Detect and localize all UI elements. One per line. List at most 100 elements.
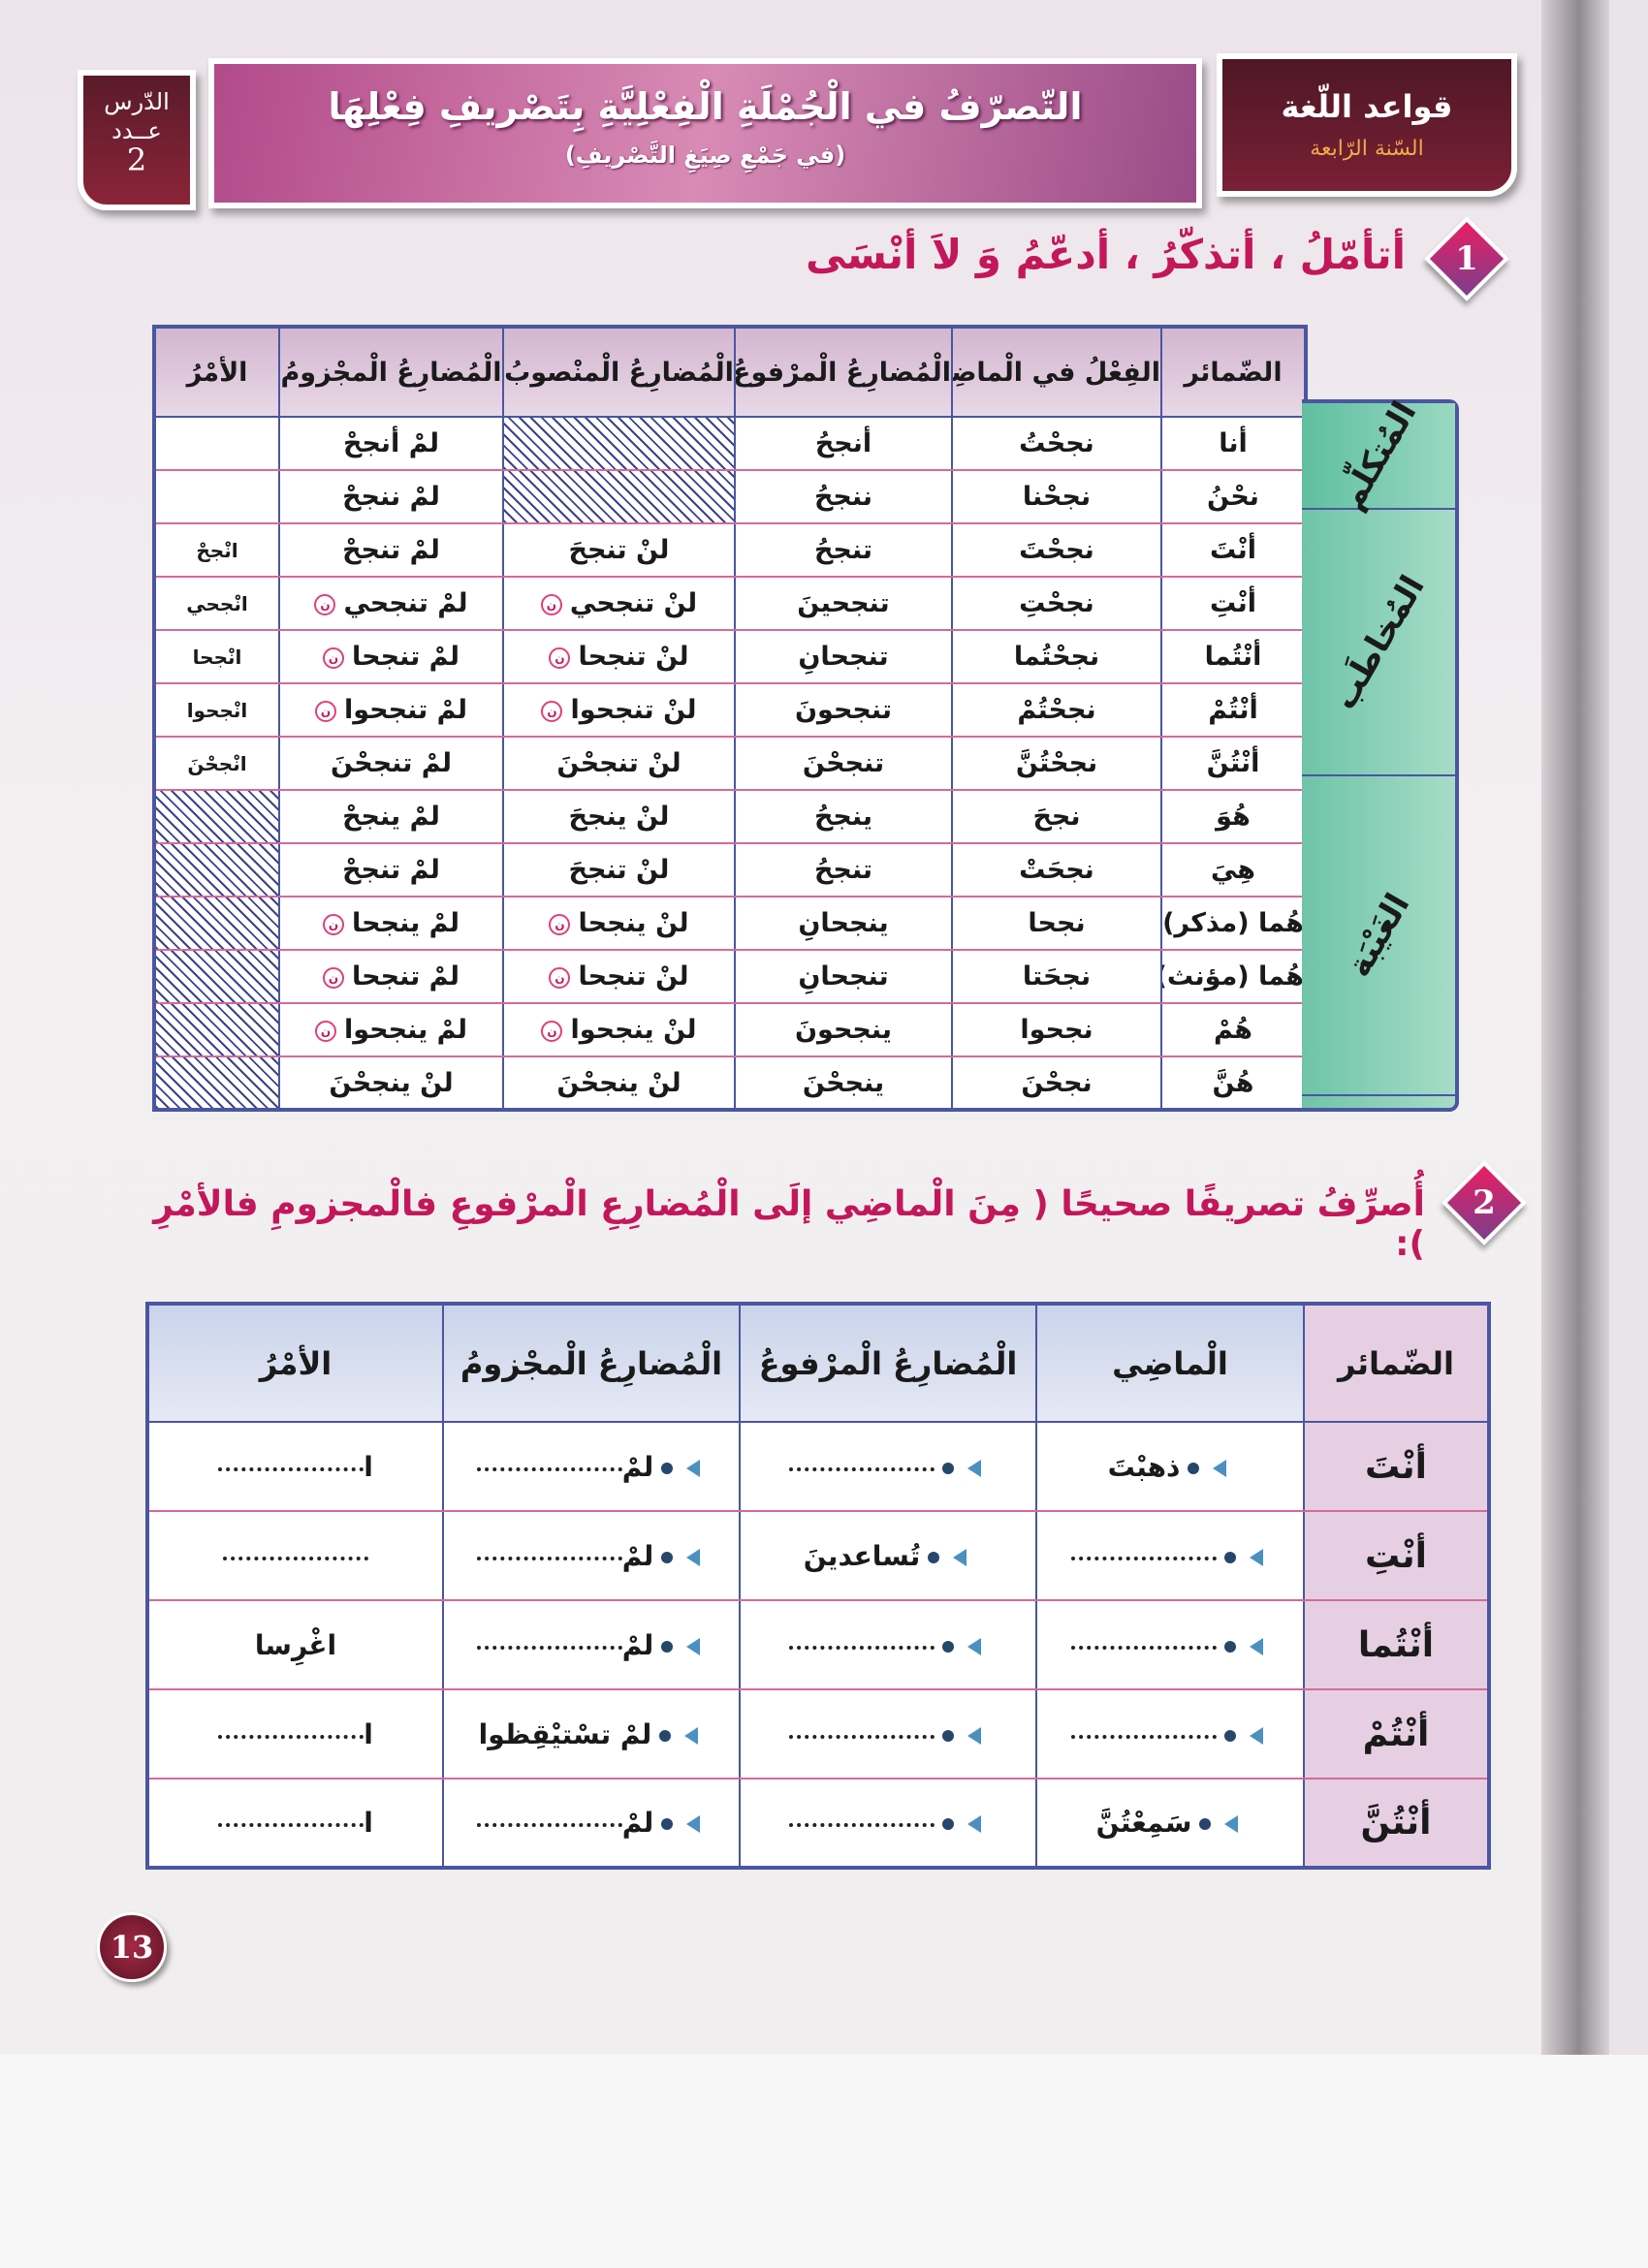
cell-jussive: لمْ تنجحا ن [278, 949, 504, 1004]
bullet-icon [928, 1551, 940, 1563]
cell-past-text: نجحْتُمْ [1017, 695, 1096, 725]
answer-blank-field[interactable] [1071, 1733, 1217, 1739]
answer-blank-field[interactable] [218, 1465, 364, 1471]
cell-imperative: انْجحْنَ [153, 736, 280, 791]
cell-jussive-text: لنْ ينجحْنَ [329, 1067, 454, 1098]
cell-jussive-text: لمْ ينجحا [352, 908, 460, 938]
deleted-noon-mark-icon: ن [549, 966, 571, 989]
lesson-label: الدّرس [104, 88, 170, 115]
table-row: أنْتُمْ لمْ تسْتيْقِظوا ا [146, 1688, 1490, 1780]
cell-present: تنجحينَ [734, 576, 953, 631]
cell-pronoun-text: نحْنُ [1207, 482, 1259, 512]
answer-blank-field[interactable] [789, 1465, 935, 1471]
cell-pronoun: أنْتُمْ [1303, 1688, 1490, 1780]
cell-past: سَمِعْتُنَّ [1035, 1778, 1305, 1869]
answer-blank-field[interactable] [218, 1821, 364, 1827]
cell-subjunctive: لنْ تنجحي ن [502, 576, 736, 631]
cell-pronoun-text: أنْتَ [1210, 535, 1256, 565]
page-title: التّصرّفُ في الْجُمْلَةِ الْفِعْلِيَّةِ … [328, 85, 1083, 128]
answer-blank-field[interactable] [789, 1644, 935, 1650]
answer-text: ذهبْتَ [1107, 1450, 1181, 1483]
section-1-number: 1 [1455, 239, 1478, 278]
answer-blank-field[interactable] [789, 1821, 935, 1827]
cell-present: تنجحُ [734, 522, 953, 578]
cell-jussive: لمْ [442, 1421, 741, 1512]
column-header: الْمُضارِعُ الْمجْزومُ [278, 326, 504, 418]
cell-pronoun-text: أنْتُمْ [1208, 695, 1258, 725]
hatched-cell [153, 949, 280, 1004]
cell-present: تنجحانِ [734, 629, 953, 684]
answer-blank-field[interactable] [789, 1733, 935, 1739]
deleted-noon-mark-icon: ن [541, 1020, 563, 1042]
cell-pronoun: نحْنُ [1160, 469, 1307, 524]
blank-prefix: لمْ [621, 1539, 654, 1572]
table-row: أنْتُنَّ نجحْتُنَّ تنجحْنَ لنْ تنجحْنَ لمْ ت… [153, 736, 1307, 791]
cell-jussive-text: لمْ تنجحْ [342, 535, 440, 565]
arrow-icon [953, 1548, 967, 1566]
bullet-icon [1224, 1640, 1236, 1653]
cell-past: نجحْتُ [951, 416, 1162, 471]
answer-blank-field[interactable] [476, 1821, 622, 1827]
cell-jussive: لمْ ينجحوا ن [278, 1002, 504, 1057]
subject-label: قواعد اللّغة [1281, 88, 1453, 125]
cell-pronoun-text: أنا [1219, 428, 1248, 458]
cell-past: نجحْتَ [951, 522, 1162, 578]
column-header: الأمْرُ [153, 326, 280, 418]
cell-present: تنجحانِ [734, 949, 953, 1004]
section-2-heading: أُصرِّفُ تصريفًا صحيحًا ( مِنَ الْماضِي … [153, 1184, 1425, 1264]
answer-blank-field[interactable] [1071, 1644, 1217, 1650]
cell-imperative-text: انْجحْ [196, 538, 238, 562]
cell-jussive-text: لمْ ننجحْ [342, 482, 440, 512]
cell-jussive: لمْ أنجحْ [278, 416, 504, 471]
cell-present [739, 1599, 1037, 1690]
cell-subjunctive: لنْ ينجحْنَ [502, 1055, 736, 1111]
deleted-noon-mark-icon: ن [549, 646, 571, 669]
answer-blank-field[interactable] [1071, 1555, 1217, 1560]
category-0: المُتكلّم [1302, 394, 1455, 517]
bullet-icon [942, 1729, 954, 1742]
answer-blank-field[interactable] [218, 1733, 364, 1739]
cell-present-text: تنجحونَ [794, 695, 893, 725]
cell-jussive: لمْ تسْتيْقِظوا [442, 1688, 741, 1780]
bullet-icon [661, 1640, 674, 1653]
cell-present-text: أنجحُ [814, 428, 872, 458]
cell-present [739, 1421, 1037, 1512]
column-header: الْماضِي [1035, 1303, 1305, 1423]
subject-box: قواعد اللّغة السّنة الرّابعة [1217, 53, 1517, 197]
cell-present [739, 1778, 1037, 1869]
cell-imperative: اغْرِسا [146, 1599, 444, 1690]
category-1: المُخاطَب [1302, 510, 1455, 776]
cell-imperative: ا [146, 1421, 444, 1512]
cell-past [1035, 1510, 1305, 1601]
cell-imperative [153, 469, 280, 524]
section-1-heading: أتأمّلُ ، أتذكّرُ ، أدعّمُ وَ لاَ أنْسَى [805, 231, 1406, 278]
cell-imperative: انْجحا [153, 629, 280, 684]
table-row: هُمْ نجحوا ينجحونَ لنْ ينجحوا ن لمْ ينجحوا ن [153, 1002, 1307, 1057]
cell-subjunctive-text: لنْ ينجحْنَ [556, 1067, 681, 1098]
cell-present: ينجحانِ [734, 896, 953, 951]
cell-imperative: ا [146, 1688, 444, 1780]
cell-past: نجحَ [951, 789, 1162, 844]
cell-pronoun: أنْتَ [1160, 522, 1307, 578]
column-header: الضّمائر [1160, 326, 1307, 418]
answer-blank-field[interactable] [476, 1644, 622, 1650]
answer-blank-field[interactable] [476, 1465, 622, 1471]
cell-present: تُساعدينَ [739, 1510, 1037, 1601]
cell-jussive: لمْ تنجحْ [278, 842, 504, 898]
grade-label: السّنة الرّابعة [1310, 137, 1424, 161]
category-label: المُتكلّم [1332, 394, 1425, 517]
blank-prefix: ا [364, 1807, 373, 1839]
cell-jussive-text: لمْ تنجحا [352, 961, 460, 992]
table-row: هُنَّ نجحْنَ ينجحْنَ لنْ ينجحْنَ لنْ ينجحْنَ [153, 1055, 1307, 1111]
cell-past: نجحْنا [951, 469, 1162, 524]
cell-present: تنجحُ [734, 842, 953, 898]
arrow-icon [1250, 1637, 1263, 1655]
deleted-noon-mark-icon: ن [314, 593, 336, 615]
cell-imperative [153, 416, 280, 471]
cell-past-text: نجحْتُنَّ [1015, 748, 1098, 778]
arrow-icon [686, 1637, 701, 1655]
answer-blank-field[interactable] [223, 1555, 368, 1560]
answer-blank-field[interactable] [476, 1555, 622, 1560]
table-row: أنْتِ نجحْتِ تنجحينَ لنْ تنجحي ن لمْ تنجحي ن ان… [153, 576, 1307, 631]
deleted-noon-mark-icon: ن [323, 966, 345, 989]
